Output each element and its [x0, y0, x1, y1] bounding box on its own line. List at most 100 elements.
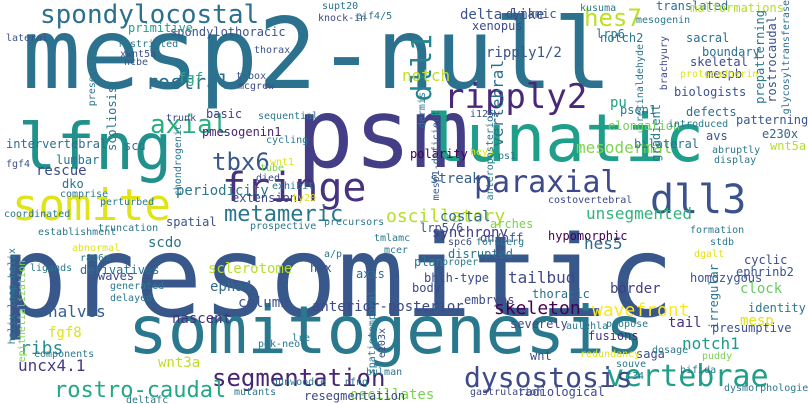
word-truncation: truncation	[98, 223, 159, 234]
word-hes5: hes5	[584, 234, 623, 253]
word-notch1: notch1	[682, 334, 740, 353]
word-oscillates: oscillates	[350, 387, 435, 403]
word-restricted: restricted	[118, 39, 179, 50]
word-forsberg: forsberg	[476, 237, 525, 248]
word-ripply2: ripply2	[444, 77, 588, 117]
word-propose: propose	[606, 319, 649, 330]
word-severely: severely	[510, 317, 568, 331]
word-spatial: spatial	[166, 215, 217, 229]
word-brachyury: brachyury	[659, 36, 670, 91]
word-primitive: primitive	[128, 21, 194, 35]
word-f34: f34	[626, 371, 645, 382]
word-resegmentation: resegmentation	[304, 389, 406, 403]
word-gastrulation: gastrulation	[470, 387, 543, 398]
word-malformations: malformations	[690, 1, 784, 15]
word-a-p: a/p	[324, 249, 343, 260]
word-epha4: epha4	[210, 279, 253, 295]
word-trunk: trunk	[166, 113, 197, 124]
word-axis: axis	[356, 267, 385, 281]
word-psm: psm	[296, 78, 470, 190]
word-irregular: irregular	[707, 264, 721, 330]
word-tailbud: tailbud	[508, 268, 576, 287]
word-mutants: mutants	[234, 387, 277, 398]
word-retinaldehyde: retinaldehyde	[635, 44, 646, 123]
word-fgf: fgf	[178, 71, 204, 87]
word-kusuma: kusuma	[580, 3, 617, 14]
word-wavefront: wavefront	[592, 300, 690, 321]
word-abnormal: abnormal	[72, 243, 121, 254]
word-boundary: boundary	[702, 45, 760, 59]
word-dynamic: dynamic	[506, 7, 557, 21]
word-spondylothoracic: spondylothoracic	[170, 25, 286, 39]
word-nascent: nascent	[172, 311, 232, 327]
word-wnt: wnt	[530, 349, 552, 363]
word-deltafc: deltafc	[126, 395, 169, 404]
word-lateral: lateral	[6, 33, 49, 44]
word-derivatives: derivatives	[80, 263, 160, 277]
word-dll3: dll3	[650, 177, 747, 223]
word-body: body	[412, 281, 441, 295]
word-somitogenesis: somitogenesis	[128, 292, 645, 369]
word-supt20: supt20	[322, 1, 359, 12]
word-somite: somite	[12, 180, 171, 231]
word-dosage: dosage	[652, 345, 689, 356]
word-abruptly: abruptly	[712, 145, 761, 156]
word-e230x: e230x	[762, 127, 799, 141]
word-establishment: establishment	[38, 227, 117, 238]
word-ripply1-2: ripply1/2	[486, 45, 562, 61]
word-spc6: spc6	[448, 237, 473, 248]
word-generated: generated	[110, 281, 165, 292]
word-mesodermal: mesodermal	[576, 138, 673, 157]
word-sacral: sacral	[686, 31, 730, 45]
word-components: components	[34, 349, 95, 360]
word-skeleton: skeleton	[494, 298, 581, 319]
word-dysostosis: dysostosis	[464, 361, 633, 394]
word-cyclic: cyclic	[744, 253, 788, 267]
word-periodicity: periodicity	[176, 183, 269, 199]
word-anterior-posterior: anterior-posterior	[312, 299, 464, 315]
word-mesogenin: mesogenin	[636, 15, 691, 26]
word-costal: costal	[440, 209, 491, 225]
word-lfng: lfng	[18, 111, 173, 185]
word-biologists: biologists	[674, 85, 747, 99]
word-cycling: cycling	[266, 135, 309, 146]
word-sequential: sequential	[258, 111, 319, 122]
word-chondrogenic: chondrogenic	[173, 124, 184, 197]
word-avs: avs	[706, 129, 728, 143]
word-patterning: patterning	[736, 113, 808, 127]
word-delta-like: delta-like	[460, 7, 545, 23]
word-identity: identity	[748, 301, 806, 315]
word-souve: souve	[616, 359, 647, 370]
word-scdo: scdo	[148, 235, 182, 251]
word-introduced: introduced	[668, 119, 729, 130]
word-extension: extension	[232, 191, 298, 205]
word-ribs: ribs	[20, 338, 64, 359]
word-bilateral: bilateral	[634, 137, 700, 151]
word-homozygous: homozygous	[690, 271, 763, 285]
word-fusions: fusions	[588, 329, 639, 343]
word-border: border	[610, 281, 661, 297]
word-defects: defects	[686, 105, 737, 119]
word-wnt5a: wnt5a	[770, 139, 807, 153]
word-thoracic: thoracic	[532, 287, 590, 301]
word-lunatic: lunatic	[426, 100, 705, 177]
word-costovertebral: costovertebral	[548, 195, 633, 206]
word-comprise: comprise	[60, 189, 109, 200]
word-delayed: delayed	[110, 293, 153, 304]
word-knock-in: knock-in	[318, 13, 367, 24]
word-ligands: ligands	[30, 263, 73, 274]
word-ncbe: ncbe	[124, 57, 149, 68]
word-pu: pu	[610, 95, 627, 111]
word-r806m: r806m	[80, 253, 111, 264]
word-hes7: hes7	[584, 4, 642, 32]
word-hey3: hey3	[470, 147, 495, 158]
word-mcgrew: mcgrew	[238, 81, 275, 92]
word-proper: proper	[442, 257, 479, 268]
word-ps1: ps1	[498, 151, 517, 162]
word-ephrinb2: ephrinb2	[736, 265, 794, 279]
word-unsegmented: unsegmented	[586, 204, 692, 223]
word-perturbed: perturbed	[100, 197, 155, 208]
word-translated: translated	[656, 0, 729, 13]
word-tail: tail	[668, 315, 702, 331]
